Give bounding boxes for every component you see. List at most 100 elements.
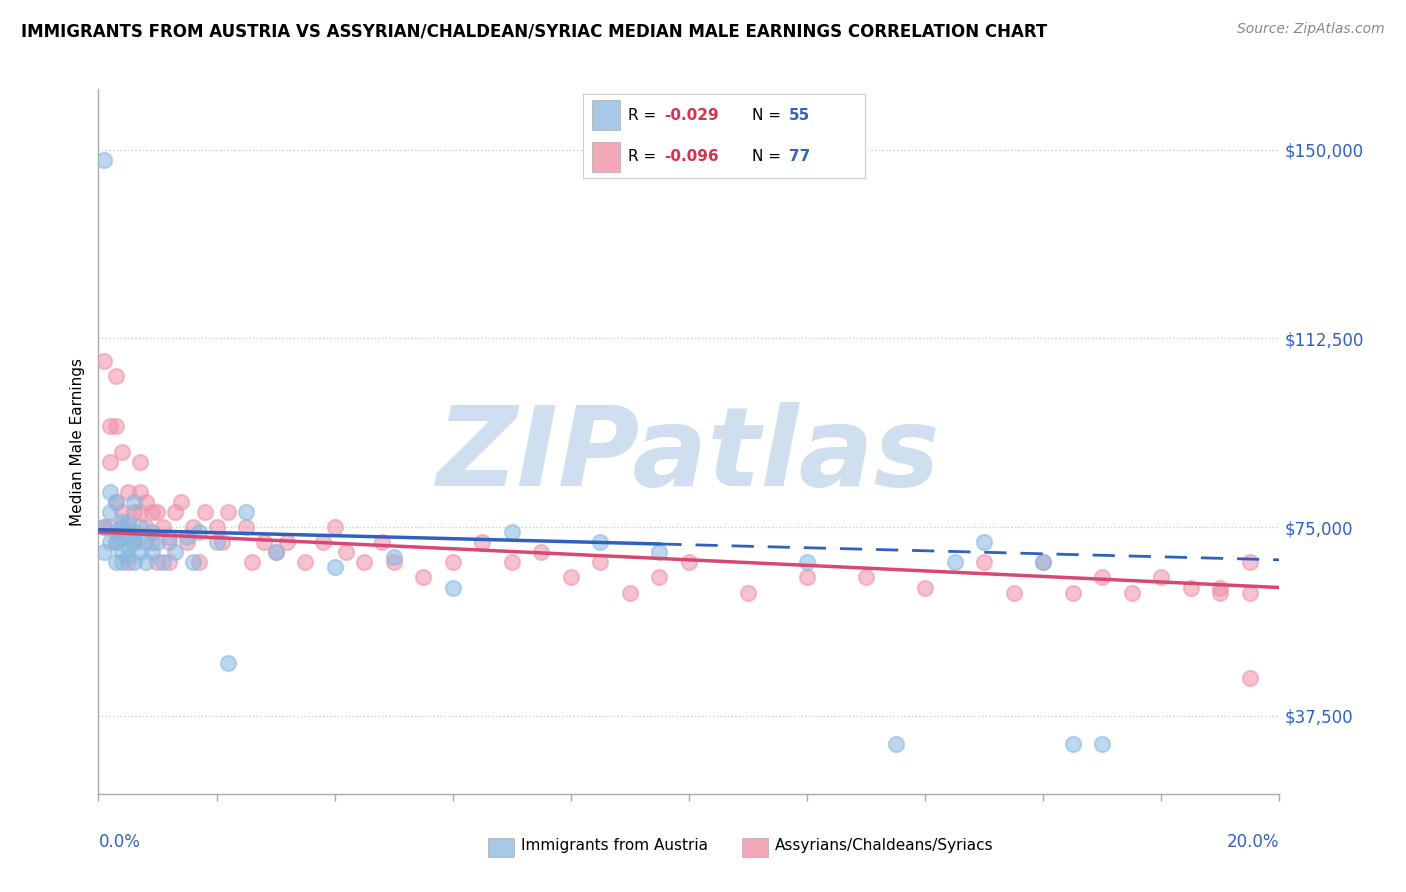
Point (111, 545, 134, 559)
Point (128, 455, 150, 469)
Point (181, 520, 204, 534)
Point (382, 555, 405, 569)
Point (648, 545, 671, 559)
Point (176, 535, 198, 549)
Text: IMMIGRANTS FROM AUSTRIA VS ASSYRIAN/CHALDEAN/SYRIAC MEDIAN MALE EARNINGS CORRELA: IMMIGRANTS FROM AUSTRIA VS ASSYRIAN/CHAL… (21, 22, 1047, 40)
Text: Assyrians/Chaldeans/Syriacs: Assyrians/Chaldeans/Syriacs (775, 838, 994, 853)
Point (128, 530, 150, 544)
Point (165, 505, 187, 519)
Point (943, 555, 966, 569)
Point (181, 555, 204, 569)
Point (111, 515, 134, 529)
Point (1032, 555, 1054, 569)
Point (217, 656, 239, 670)
Point (117, 484, 139, 499)
Point (98, 535, 121, 549)
Point (146, 535, 169, 549)
Point (93, 545, 115, 559)
Point (194, 505, 217, 519)
Point (117, 525, 139, 540)
Text: -0.029: -0.029 (664, 108, 718, 123)
Point (1121, 585, 1143, 599)
Point (105, 525, 128, 540)
Point (170, 495, 193, 509)
Point (560, 570, 582, 584)
Point (105, 535, 128, 549)
Point (235, 505, 257, 519)
Point (146, 505, 169, 519)
Point (1091, 737, 1114, 751)
Point (471, 535, 494, 549)
Point (371, 535, 394, 549)
Point (1032, 555, 1054, 569)
Point (135, 535, 157, 549)
Point (98, 455, 121, 469)
FancyBboxPatch shape (592, 101, 620, 130)
Point (93, 354, 115, 368)
Point (914, 581, 936, 595)
Point (98, 419, 121, 434)
Text: N =: N = (752, 149, 786, 164)
Text: 77: 77 (789, 149, 810, 164)
FancyBboxPatch shape (742, 838, 768, 857)
Text: 55: 55 (789, 108, 810, 123)
Point (441, 581, 464, 595)
Point (122, 555, 145, 569)
Point (187, 555, 209, 569)
Point (135, 555, 157, 569)
Point (678, 555, 700, 569)
Point (105, 419, 128, 434)
Point (152, 520, 174, 534)
Point (530, 545, 553, 559)
Point (855, 570, 877, 584)
Point (117, 555, 139, 569)
Point (141, 505, 163, 519)
Text: Immigrants from Austria: Immigrants from Austria (522, 838, 709, 853)
Point (122, 495, 145, 509)
Point (382, 550, 405, 565)
Point (111, 444, 134, 458)
Point (111, 555, 134, 569)
Point (93, 520, 115, 534)
Point (111, 520, 134, 534)
FancyBboxPatch shape (488, 838, 515, 857)
Point (501, 555, 523, 569)
Point (117, 550, 139, 565)
Point (141, 545, 163, 559)
Point (441, 555, 464, 569)
Point (111, 520, 134, 534)
Point (93, 153, 115, 167)
Point (111, 530, 134, 544)
Point (648, 570, 671, 584)
Text: -0.096: -0.096 (664, 149, 718, 164)
Point (117, 541, 139, 555)
Point (619, 585, 641, 599)
Point (335, 545, 357, 559)
Point (93, 520, 115, 534)
Point (128, 545, 150, 559)
Point (1180, 581, 1202, 595)
Point (1062, 737, 1084, 751)
Point (211, 535, 233, 549)
Y-axis label: Median Male Earnings: Median Male Earnings (70, 358, 86, 525)
Point (1209, 581, 1232, 595)
Point (312, 535, 335, 549)
Point (353, 555, 375, 569)
Point (122, 525, 145, 540)
Point (1150, 570, 1173, 584)
Point (276, 535, 298, 549)
Point (796, 570, 818, 584)
Point (187, 525, 209, 540)
Point (135, 495, 157, 509)
Point (117, 520, 139, 534)
Point (157, 555, 180, 569)
Point (1209, 585, 1232, 599)
Point (157, 530, 180, 544)
Point (205, 520, 228, 534)
Point (128, 520, 150, 534)
Point (98, 484, 121, 499)
Point (253, 535, 276, 549)
Point (323, 520, 346, 534)
Point (146, 555, 169, 569)
Point (294, 555, 316, 569)
